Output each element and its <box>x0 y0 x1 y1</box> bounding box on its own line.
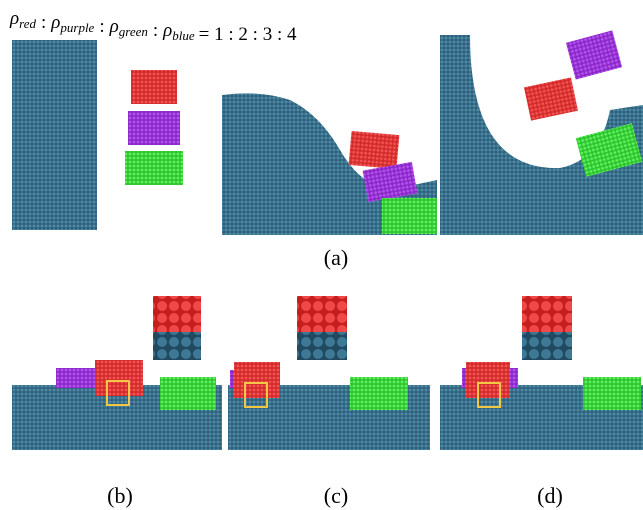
inset-fluid <box>153 332 201 360</box>
inset-red <box>297 296 347 332</box>
formula-part: ρ <box>9 8 19 29</box>
inset-fluid <box>522 332 572 360</box>
density-formula: ρred: ρpurple: ρgreen: ρblue = 1 : 2 : 3 : 4 <box>9 8 297 45</box>
formula-part: blue <box>172 28 195 43</box>
inset-red <box>522 296 572 332</box>
fluid-column <box>12 40 97 230</box>
purple-block <box>565 30 623 80</box>
green-block <box>160 377 216 410</box>
panel-label: (b) <box>107 483 133 508</box>
formula-part: red <box>19 16 36 31</box>
panel-label: (a) <box>324 245 348 270</box>
red-block <box>95 360 143 396</box>
formula-part: : <box>153 20 158 41</box>
red-block <box>234 362 280 398</box>
panel-label: (c) <box>324 483 348 508</box>
formula-part: ρ <box>162 20 172 41</box>
formula-part: : <box>99 16 104 37</box>
formula-part: green <box>119 24 148 39</box>
green-block <box>125 151 183 185</box>
red-block <box>523 77 579 121</box>
zoom-box <box>106 380 130 406</box>
formula-part: = 1 : 2 : 3 : 4 <box>199 24 297 45</box>
purple-block <box>128 111 180 145</box>
red-block <box>348 130 400 170</box>
red-block <box>131 70 177 104</box>
green-block <box>575 123 643 177</box>
formula-part: purple <box>59 20 94 35</box>
panel-label: (d) <box>537 483 563 508</box>
formula-part: : <box>41 12 46 33</box>
zoom-box <box>477 382 501 408</box>
formula-part: ρ <box>109 16 119 37</box>
zoom-box <box>244 382 268 408</box>
red-block <box>466 362 510 398</box>
green-block <box>382 198 437 234</box>
green-block <box>583 377 641 410</box>
inset-red <box>153 296 201 332</box>
fluid <box>440 35 643 235</box>
purple-block <box>56 368 98 388</box>
purple-block <box>362 161 418 203</box>
green-block <box>350 377 408 410</box>
inset-fluid <box>297 332 347 360</box>
formula-part: ρ <box>50 12 60 33</box>
